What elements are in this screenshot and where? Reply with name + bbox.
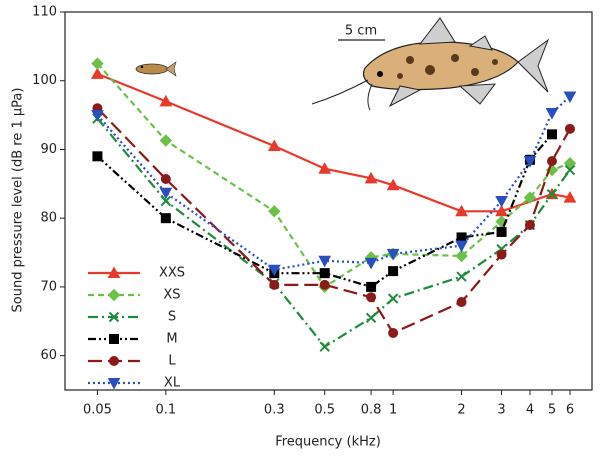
marker (387, 293, 399, 304)
marker (388, 327, 399, 338)
marker (366, 292, 377, 303)
marker (564, 123, 575, 134)
x-tick-label: 1 (389, 403, 397, 418)
legend-label: S (168, 310, 176, 325)
x-tick-label: 0.5 (314, 403, 335, 418)
marker (267, 139, 281, 152)
marker (160, 213, 171, 224)
x-tick-label: 5 (548, 403, 556, 418)
x-tick-label: 6 (566, 403, 574, 418)
legend-label: M (166, 332, 177, 347)
y-tick-label: 70 (40, 279, 57, 294)
legend-marker (107, 288, 121, 302)
marker (319, 268, 330, 279)
series (91, 91, 577, 277)
marker (365, 312, 377, 324)
marker (455, 240, 468, 253)
marker (563, 191, 577, 203)
marker (160, 195, 172, 207)
marker (495, 196, 508, 208)
catfish-illustration (311, 17, 550, 111)
x-tick-label: 2 (457, 403, 465, 418)
y-tick-label: 110 (32, 5, 57, 20)
y-tick-label: 60 (40, 348, 57, 363)
marker (159, 94, 173, 107)
series-line (97, 72, 571, 213)
marker (319, 341, 330, 352)
x-tick-label: 3 (497, 403, 505, 418)
small-fish-illustration (135, 61, 177, 77)
marker (456, 271, 467, 282)
marker (496, 226, 507, 237)
marker (563, 91, 577, 104)
x-tick-label: 0.1 (155, 403, 176, 418)
y-axis-label: Sound pressure level (dB re 1 µPa) (11, 88, 26, 313)
marker (456, 297, 467, 308)
legend-label: XS (163, 288, 180, 303)
marker (524, 220, 535, 231)
marker (523, 156, 537, 168)
legend-marker (109, 356, 119, 366)
plot-frame (64, 11, 593, 391)
legend-marker (109, 334, 119, 344)
marker (318, 162, 332, 174)
marker (388, 266, 399, 277)
marker (545, 108, 559, 120)
marker (269, 279, 280, 290)
legend-label: L (168, 354, 176, 369)
marker (91, 110, 104, 122)
series-line (96, 133, 553, 289)
marker (92, 151, 103, 162)
scale-label: 5 cm (345, 24, 377, 39)
x-tick-label: 0.3 (264, 403, 285, 418)
marker (386, 178, 400, 191)
marker (496, 249, 507, 260)
marker (366, 281, 377, 292)
legend-marker (107, 378, 121, 390)
legend-label: XXS (159, 266, 185, 281)
marker (386, 248, 400, 261)
marker (160, 174, 171, 185)
y-tick-label: 90 (40, 142, 57, 157)
marker (159, 187, 173, 200)
marker (318, 255, 332, 268)
x-tick-label: 0.8 (361, 403, 382, 418)
marker (319, 279, 330, 290)
y-tick-label: 100 (32, 73, 57, 88)
marker (364, 257, 378, 270)
legend-label: XL (164, 376, 181, 391)
marker (456, 232, 467, 243)
marker (267, 264, 281, 277)
marker (159, 134, 173, 147)
marker (455, 204, 468, 217)
x-axis-label: Frequency (kHz) (275, 435, 381, 450)
marker (364, 171, 378, 184)
marker (546, 188, 558, 200)
y-tick-label: 80 (40, 211, 57, 226)
marker (546, 129, 557, 140)
legend-marker (107, 266, 121, 278)
marker (268, 205, 281, 218)
marker (564, 164, 576, 176)
marker (91, 57, 104, 70)
marker (455, 249, 468, 263)
marker (546, 156, 557, 167)
x-tick-label: 0.05 (83, 403, 112, 418)
marker (91, 67, 104, 79)
x-tick-label: 4 (526, 403, 534, 418)
marker (523, 191, 537, 204)
legend-marker (108, 311, 120, 323)
